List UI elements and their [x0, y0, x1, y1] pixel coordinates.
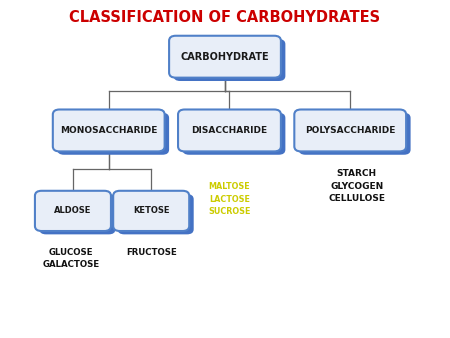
Text: CLASSIFICATION OF CARBOHYDRATES: CLASSIFICATION OF CARBOHYDRATES — [69, 10, 381, 25]
FancyBboxPatch shape — [117, 194, 194, 234]
FancyBboxPatch shape — [183, 113, 285, 155]
FancyBboxPatch shape — [174, 39, 285, 81]
FancyBboxPatch shape — [178, 110, 281, 151]
FancyBboxPatch shape — [113, 191, 189, 231]
FancyBboxPatch shape — [299, 113, 410, 155]
Text: MALTOSE
LACTOSE
SUCROSE: MALTOSE LACTOSE SUCROSE — [208, 183, 251, 216]
Text: KETOSE: KETOSE — [133, 207, 170, 215]
Text: MONOSACCHARIDE: MONOSACCHARIDE — [60, 126, 158, 135]
Text: STARCH
GLYCOGEN
CELLULOSE: STARCH GLYCOGEN CELLULOSE — [328, 169, 386, 203]
Text: GLUCOSE
GALACTOSE: GLUCOSE GALACTOSE — [42, 248, 99, 269]
Text: DISACCHARIDE: DISACCHARIDE — [191, 126, 268, 135]
FancyBboxPatch shape — [294, 110, 406, 151]
FancyBboxPatch shape — [53, 110, 165, 151]
FancyBboxPatch shape — [57, 113, 169, 155]
FancyBboxPatch shape — [169, 36, 281, 78]
Text: ALDOSE: ALDOSE — [54, 207, 92, 215]
FancyBboxPatch shape — [40, 194, 116, 234]
Text: CARBOHYDRATE: CARBOHYDRATE — [181, 52, 269, 62]
Text: FRUCTOSE: FRUCTOSE — [126, 248, 176, 257]
FancyBboxPatch shape — [35, 191, 111, 231]
Text: POLYSACCHARIDE: POLYSACCHARIDE — [305, 126, 396, 135]
